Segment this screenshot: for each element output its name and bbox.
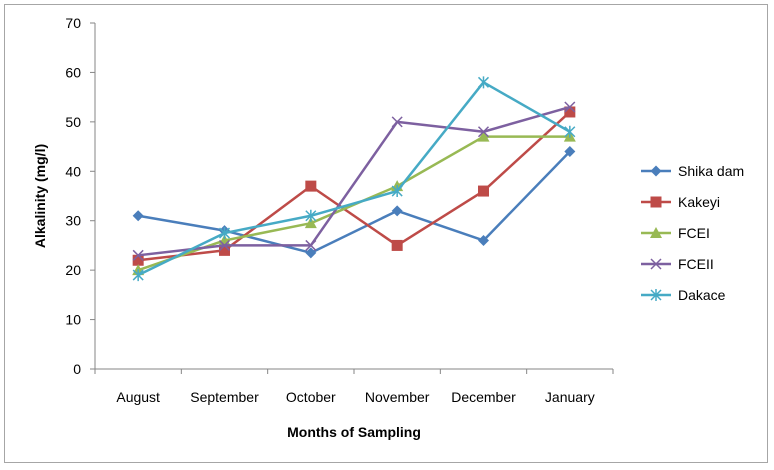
series-shika-dam xyxy=(132,146,576,259)
series-dakace xyxy=(132,76,576,282)
data-point xyxy=(219,244,230,256)
series-line xyxy=(138,111,571,262)
y-tick-label: 20 xyxy=(65,262,81,278)
series-layer xyxy=(132,76,576,282)
x-ticks: August September October November December Ja… xyxy=(94,369,614,405)
data-point xyxy=(391,116,403,128)
data-point xyxy=(477,130,490,142)
data-point xyxy=(132,249,144,261)
data-point xyxy=(564,125,576,138)
x-axis-title: Months of Sampling xyxy=(287,424,421,440)
data-point xyxy=(564,101,576,113)
series-line xyxy=(138,105,571,257)
data-point xyxy=(564,146,576,158)
x-tick-label: September xyxy=(190,389,259,405)
y-ticks: 0 10 20 30 40 50 60 70 xyxy=(65,15,95,377)
legend-item: Dakace xyxy=(641,287,726,303)
x-tick-label: November xyxy=(365,389,430,405)
y-tick-label: 40 xyxy=(65,163,81,179)
data-point xyxy=(478,234,489,246)
data-point xyxy=(218,239,231,251)
legend-marker xyxy=(650,258,662,270)
y-axis-title: Alkalinity (mg/l) xyxy=(32,144,48,248)
x-tick-label: August xyxy=(116,389,160,405)
legend-label: FCEII xyxy=(678,256,714,272)
data-point xyxy=(132,254,144,266)
data-point xyxy=(218,227,231,240)
y-tick-label: 60 xyxy=(65,64,81,80)
data-point xyxy=(305,239,317,251)
data-point xyxy=(391,185,403,198)
legend-marker xyxy=(650,227,662,238)
x-tick-label: January xyxy=(545,389,595,405)
x-tick-label: October xyxy=(286,389,336,405)
legend-marker xyxy=(650,289,662,301)
legend-label: FCEI xyxy=(678,225,710,241)
series-kakeyi xyxy=(132,106,576,266)
data-point xyxy=(477,76,490,89)
legend-marker xyxy=(650,165,662,177)
axes xyxy=(94,23,613,370)
data-point xyxy=(305,180,317,192)
data-point xyxy=(305,209,317,222)
data-point xyxy=(132,269,144,282)
legend-item: FCEI xyxy=(641,225,710,241)
series-fceii xyxy=(132,101,576,261)
legend-item: Shika dam xyxy=(641,163,744,179)
y-tick-label: 10 xyxy=(65,312,81,328)
legend-label: Kakeyi xyxy=(678,194,720,210)
series-line xyxy=(137,150,571,255)
y-tick-label: 70 xyxy=(65,15,81,31)
data-point xyxy=(304,217,317,229)
data-point xyxy=(305,247,317,259)
y-tick-label: 50 xyxy=(65,114,81,130)
x-tick-label: December xyxy=(451,389,516,405)
data-point xyxy=(391,205,403,217)
legend: Shika dam Kakeyi FCEI FCEII Dakace xyxy=(641,163,744,303)
data-point xyxy=(132,210,144,222)
data-point xyxy=(391,239,403,251)
data-point xyxy=(564,106,576,118)
legend-label: Dakace xyxy=(678,287,726,303)
data-point xyxy=(478,185,489,197)
legend-label: Shika dam xyxy=(678,163,744,179)
series-line xyxy=(137,81,571,277)
y-tick-label: 0 xyxy=(73,361,81,377)
legend-item: FCEII xyxy=(641,256,714,272)
legend-item: Kakeyi xyxy=(641,194,720,210)
data-point xyxy=(477,126,490,138)
chart-area xyxy=(4,4,768,463)
legend-marker xyxy=(650,196,662,208)
y-tick-label: 30 xyxy=(65,213,81,229)
